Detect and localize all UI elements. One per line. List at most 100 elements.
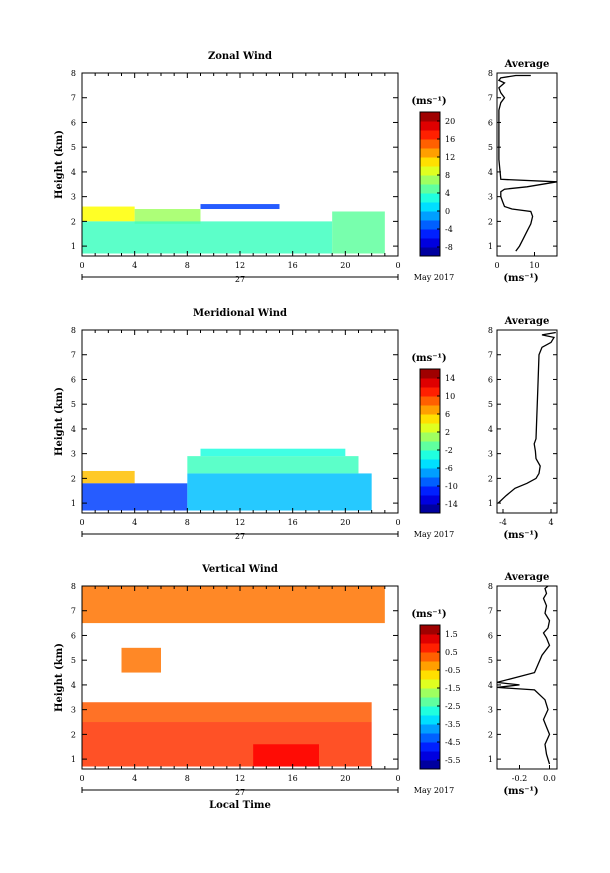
average-frame — [496, 329, 558, 514]
colorbar-swatch — [420, 504, 440, 514]
y-tick-label: 5 — [71, 400, 76, 409]
colorbar-swatch — [420, 706, 440, 716]
colorbar-swatch — [420, 432, 440, 442]
colorbar-frame — [419, 111, 441, 257]
heatmap-cell — [82, 483, 188, 511]
average-x-tick-label: 10 — [529, 261, 539, 270]
y-tick-label: 6 — [71, 631, 76, 640]
colorbar-swatch — [420, 450, 440, 460]
colorbar-swatch — [420, 193, 440, 203]
colorbar-swatch — [420, 130, 440, 140]
average-x-tick-label: 0.0 — [543, 774, 556, 783]
colorbar-tick-label: 8 — [445, 171, 450, 180]
x-tick-label: 12 — [235, 261, 245, 270]
colorbar-tick-label: -0.5 — [445, 666, 460, 675]
x-tick-label: 4 — [132, 518, 137, 527]
y-tick-label: 2 — [71, 217, 76, 226]
heatmap-cell — [82, 586, 385, 624]
colorbar-swatch — [420, 423, 440, 433]
x-tick-label: 0 — [395, 774, 400, 783]
average-y-tick-label: 3 — [488, 450, 493, 459]
colorbar-swatch — [420, 238, 440, 248]
colorbar-swatch — [420, 378, 440, 388]
colorbar-swatch — [420, 760, 440, 770]
colorbar-tick-label: -4.5 — [445, 738, 460, 747]
colorbar-tick-label: 14 — [445, 374, 455, 383]
average-title: Average — [504, 59, 550, 70]
colorbar-tick-label: -10 — [445, 482, 458, 491]
y-tick-label: 7 — [71, 351, 76, 360]
colorbar-swatch — [420, 688, 440, 698]
colorbar-swatch — [420, 724, 440, 734]
colorbar-swatch — [420, 148, 440, 158]
x-tick-label: 16 — [288, 774, 298, 783]
y-tick-label: 8 — [71, 326, 76, 335]
average-y-tick-label: 8 — [488, 326, 493, 335]
y-tick-label: 2 — [71, 730, 76, 739]
average-x-tick-label: -0.2 — [512, 774, 527, 783]
colorbar-unit: (ms⁻¹) — [411, 609, 446, 620]
x-tick-label: 20 — [340, 261, 350, 270]
y-tick-label: 1 — [71, 499, 76, 508]
average-x-tick-label: 0 — [494, 261, 499, 270]
average-profile-line — [497, 331, 556, 504]
colorbar-tick-label: 10 — [445, 392, 455, 401]
chart-title: Zonal Wind — [208, 51, 272, 62]
average-y-tick-label: 4 — [488, 681, 493, 690]
colorbar-swatch — [420, 495, 440, 505]
colorbar-tick-label: -1.5 — [445, 684, 460, 693]
x-tick-label: 0 — [79, 518, 84, 527]
colorbar-swatch — [420, 625, 440, 635]
colorbar-swatch — [420, 441, 440, 451]
average-x-label: (ms⁻¹) — [503, 530, 538, 541]
average-y-tick-label: 8 — [488, 69, 493, 78]
date-label: 27 — [235, 275, 245, 284]
average-profile-line — [497, 74, 558, 252]
average-y-tick-label: 1 — [488, 499, 493, 508]
y-tick-label: 4 — [71, 681, 76, 690]
colorbar-swatch — [420, 634, 440, 644]
colorbar-swatch — [420, 715, 440, 725]
y-tick-label: 1 — [71, 242, 76, 251]
y-tick-label: 4 — [71, 168, 76, 177]
y-tick-label: 5 — [71, 143, 76, 152]
y-tick-label: 8 — [71, 69, 76, 78]
colorbar-swatch — [420, 486, 440, 496]
heatmap-cell — [200, 448, 346, 457]
colorbar-swatch — [420, 670, 440, 680]
colorbar-swatch — [420, 220, 440, 230]
colorbar-swatch — [420, 112, 440, 122]
average-y-tick-label: 2 — [488, 474, 493, 483]
colorbar-swatch — [420, 643, 440, 653]
average-y-tick-label: 6 — [488, 375, 493, 384]
y-tick-label: 8 — [71, 582, 76, 591]
heatmap-cell — [82, 470, 135, 484]
month-label: May 2017 — [414, 530, 454, 539]
colorbar-swatch — [420, 121, 440, 131]
average-y-tick-label: 3 — [488, 706, 493, 715]
month-label: May 2017 — [414, 786, 454, 795]
colorbar-swatch — [420, 139, 440, 149]
average-x-label: (ms⁻¹) — [503, 273, 538, 284]
average-x-tick-label: 4 — [548, 518, 553, 527]
average-y-tick-label: 6 — [488, 118, 493, 127]
colorbar-tick-label: -14 — [445, 500, 458, 509]
colorbar-swatch — [420, 396, 440, 406]
x-tick-label: 16 — [288, 261, 298, 270]
colorbar-swatch — [420, 229, 440, 239]
colorbar-tick-label: -6 — [445, 464, 453, 473]
y-axis-label: Height (km) — [54, 643, 65, 712]
colorbar-swatch — [420, 405, 440, 415]
y-tick-label: 2 — [71, 474, 76, 483]
x-axis-label: Local Time — [209, 800, 271, 811]
heatmap-cell — [82, 206, 135, 222]
heatmap-cell — [121, 647, 161, 673]
x-tick-label: 12 — [235, 518, 245, 527]
average-y-tick-label: 2 — [488, 730, 493, 739]
x-tick-label: 0 — [79, 774, 84, 783]
average-y-tick-label: 4 — [488, 425, 493, 434]
heatmap-cell — [82, 722, 372, 767]
colorbar-tick-label: 6 — [445, 410, 450, 419]
colorbar-tick-label: 4 — [445, 189, 450, 198]
